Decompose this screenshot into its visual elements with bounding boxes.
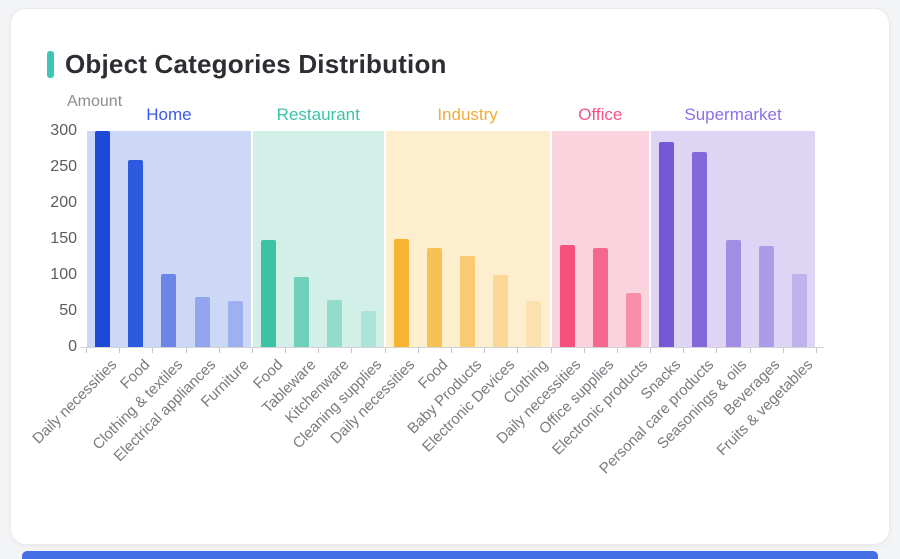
x-axis-tick — [318, 347, 320, 353]
title-row: Object Categories Distribution — [47, 49, 447, 80]
bar-chart: Amount Home Daily necessities Food Clothing… — [11, 81, 891, 541]
bar-home-electrical-appliances — [194, 296, 210, 347]
x-axis-tick — [749, 347, 751, 353]
x-axis-tick — [716, 347, 718, 353]
x-axis-tick — [683, 347, 685, 353]
group-label-restaurant: Restaurant — [276, 105, 360, 124]
y-tick-label: 50 — [59, 302, 77, 319]
x-axis-line — [80, 347, 824, 348]
x-axis-tick — [384, 347, 386, 353]
x-axis-tick — [816, 347, 817, 353]
x-axis-tick — [517, 347, 519, 353]
group-label-supermarket: Supermarket — [684, 105, 782, 124]
x-axis-tick — [152, 347, 154, 353]
y-axis-label: Amount — [67, 93, 123, 110]
x-axis-tick — [86, 347, 87, 353]
x-axis-tick — [650, 347, 652, 353]
bar-restaurant-tableware — [294, 277, 310, 347]
plot-area: Home Daily necessities Food Clothing & text… — [29, 105, 824, 477]
bar-supermarket-snacks — [659, 141, 675, 347]
x-axis-tick — [119, 347, 121, 353]
y-tick-label: 150 — [50, 230, 77, 247]
y-tick-label: 0 — [68, 338, 77, 355]
bar-industry-food — [426, 247, 442, 347]
x-axis-tick — [285, 347, 287, 353]
bar-industry-electronic-devices — [493, 275, 509, 347]
group-label-industry: Industry — [437, 105, 498, 124]
bar-office-electronic-products — [626, 293, 641, 347]
x-axis-tick — [550, 347, 552, 353]
y-tick-label: 100 — [50, 266, 77, 283]
group-label-home: Home — [146, 105, 192, 124]
y-tick-label: 300 — [50, 122, 77, 139]
bar-supermarket-fruits-vegetables — [791, 273, 807, 347]
x-axis-tick — [185, 347, 187, 353]
bar-industry-clothing — [526, 300, 542, 347]
x-axis-tick — [484, 347, 486, 353]
y-tick-label: 250 — [50, 158, 77, 175]
x-axis-tick — [417, 347, 419, 353]
bottom-card-edge — [22, 551, 878, 559]
x-axis-tick — [616, 347, 618, 353]
bar-industry-baby-products — [460, 256, 476, 347]
x-axis-tick — [451, 347, 452, 353]
chart-card: Object Categories Distribution Amount Ho… — [10, 8, 890, 545]
x-axis-tick — [251, 347, 253, 353]
x-axis-tick — [583, 347, 585, 353]
bar-restaurant-kitchenware — [327, 300, 343, 347]
bar-supermarket-personal-care-products — [692, 151, 708, 347]
bar-restaurant-food — [261, 240, 276, 347]
bar-office-office-supplies — [592, 247, 608, 347]
bar-restaurant-cleaning-supplies — [360, 311, 376, 347]
bar-industry-daily-necessities — [393, 239, 409, 347]
page-title: Object Categories Distribution — [65, 49, 447, 79]
bar-supermarket-seasonings-oils — [725, 240, 741, 347]
group-label-office: Office — [578, 105, 623, 124]
bar-supermarket-beverages — [758, 246, 774, 347]
bar-home-daily-necessities — [95, 131, 111, 347]
x-axis-tick — [351, 347, 353, 353]
x-axis-tick — [218, 347, 220, 353]
x-axis-tick — [782, 347, 784, 353]
bar-home-furniture — [227, 300, 243, 347]
y-tick-label: 200 — [50, 194, 77, 211]
title-accent-bar — [47, 51, 54, 78]
bar-home-clothing-textiles — [161, 273, 177, 347]
bar-home-food — [128, 159, 144, 347]
bar-office-daily-necessities — [559, 244, 575, 347]
